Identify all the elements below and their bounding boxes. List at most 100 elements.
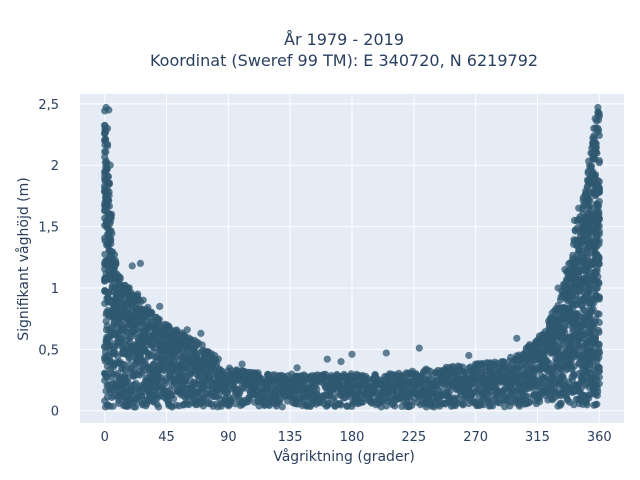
data-point [128,262,136,270]
data-point [592,140,600,148]
x-tick-label: 315 [525,430,550,445]
data-point [105,229,113,237]
data-point [103,142,112,150]
data-point [197,329,205,337]
data-point [106,161,114,169]
data-point [595,222,603,230]
data-point [102,371,110,379]
y-tick-label: 2 [51,159,59,174]
data-point [337,358,345,366]
x-tick-label: 180 [340,430,365,445]
data-point [513,334,521,342]
data-point [133,324,141,332]
data-point [595,157,603,165]
data-point [102,167,110,175]
data-point [169,327,177,335]
data-point [155,403,163,411]
data-point [116,274,124,282]
data-point [415,344,423,352]
x-tick-label: 0 [101,430,109,445]
x-tick-label: 225 [401,430,426,445]
data-point [101,130,109,138]
data-point [459,400,467,408]
data-point [583,401,591,409]
data-point [101,137,109,145]
data-point [330,393,338,401]
data-point [156,302,164,310]
data-point [106,247,114,255]
data-point [589,326,597,335]
data-point [595,318,603,327]
data-point [105,106,113,114]
x-tick-label: 135 [278,430,303,445]
data-point [408,401,416,410]
data-point [595,373,603,381]
y-tick-label: 0 [51,405,59,420]
data-point [105,180,113,188]
data-point [139,296,147,304]
data-point [103,186,112,194]
data-point [570,401,578,409]
data-point [595,353,603,361]
data-point [591,115,599,123]
data-point [465,351,473,360]
data-point [595,328,603,336]
data-point [198,341,206,349]
data-point [587,149,595,157]
data-point [587,162,596,170]
data-point [136,259,144,267]
x-tick-label: 270 [463,430,488,445]
data-point [325,400,333,408]
data-point [109,402,117,410]
data-point [238,360,246,368]
data-point [595,348,603,356]
data-point [594,103,602,112]
data-point [595,178,603,186]
data-point [348,350,356,358]
y-tick-label: 1 [51,282,59,297]
data-point [575,204,583,212]
x-tick-label: 360 [587,430,612,445]
data-point [124,374,132,382]
x-tick-label: 45 [158,430,175,445]
data-point [536,398,544,406]
data-point [506,402,514,410]
data-point [547,315,555,323]
data-point [595,183,603,191]
data-point [593,149,601,157]
data-point [170,395,178,403]
data-point [595,293,603,301]
data-point [595,197,603,206]
data-point [105,202,113,210]
data-point [293,364,301,372]
y-tick-label: 0,5 [38,343,59,358]
data-point [102,148,110,156]
data-point [595,230,603,238]
data-point [595,215,603,223]
data-point [595,380,603,388]
data-point [278,403,286,411]
data-point [595,310,603,318]
data-point [371,371,379,379]
data-point [382,349,390,357]
data-point [593,400,601,408]
data-point [104,196,112,204]
data-point [570,370,578,378]
data-point [585,196,593,204]
y-axis-ticks: 0 0,5 1 1,5 2 2,5 [38,98,59,420]
data-point [337,401,345,409]
data-point [554,284,562,292]
data-point [103,124,112,132]
data-point [499,358,507,366]
chart-title-line-2: Koordinat (Sweref 99 TM): E 340720, N 62… [150,51,538,70]
y-tick-label: 1,5 [38,221,59,236]
data-point [525,398,534,406]
data-point [557,399,565,407]
data-point [593,392,601,400]
x-axis-title: Vågriktning (grader) [273,448,415,465]
data-point [595,254,603,262]
data-point [592,171,600,179]
data-point [183,326,191,334]
data-point [131,403,140,411]
